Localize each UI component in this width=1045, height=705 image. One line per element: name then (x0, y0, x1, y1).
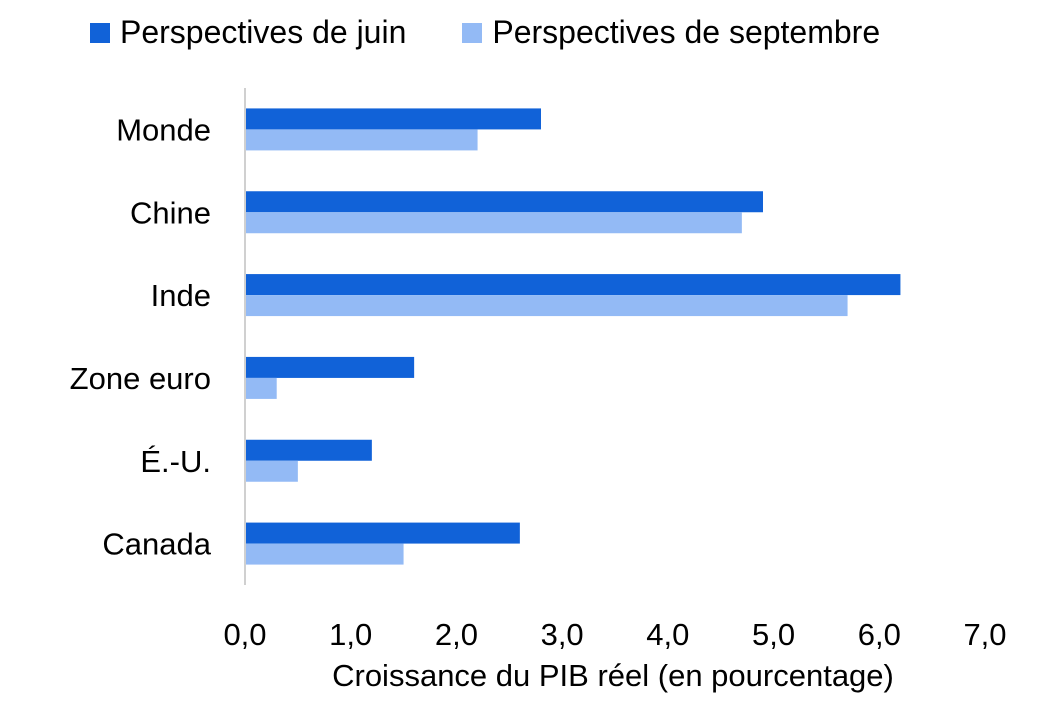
x-tick-label: 7,0 (963, 617, 1006, 652)
x-tick-label: 1,0 (329, 617, 372, 652)
bar-june-2 (245, 274, 901, 296)
legend-item-september: Perspectives de septembre (462, 14, 880, 51)
legend: Perspectives de juin Perspectives de sep… (90, 14, 936, 51)
legend-item-june: Perspectives de juin (90, 14, 406, 51)
x-tick-label: 6,0 (858, 617, 901, 652)
category-label: Monde (116, 112, 211, 147)
category-labels: Monde Chine Inde Zone euro É.-U. Canada (70, 112, 212, 561)
x-tick-label: 0,0 (223, 617, 266, 652)
bar-june-0 (245, 108, 541, 130)
bar-june-5 (245, 522, 520, 544)
x-tick-label: 2,0 (435, 617, 478, 652)
bar-june-1 (245, 191, 763, 213)
bar-september-4 (245, 460, 298, 482)
category-label: É.-U. (140, 444, 211, 479)
bar-june-3 (245, 356, 415, 378)
legend-swatch-september (462, 22, 483, 43)
legend-swatch-june (90, 22, 110, 43)
bar-september-2 (245, 295, 848, 317)
category-label: Chine (130, 195, 211, 230)
category-label: Inde (151, 278, 211, 313)
x-tick-label: 5,0 (752, 617, 795, 652)
bar-september-1 (245, 212, 742, 234)
x-tick-label: 3,0 (541, 617, 584, 652)
x-axis-title: Croissance du PIB réel (en pourcentage) (332, 658, 894, 693)
legend-label-september: Perspectives de septembre (492, 14, 881, 50)
bars-group (245, 108, 901, 565)
x-tick-label: 4,0 (646, 617, 689, 652)
legend-label-june: Perspectives de juin (120, 14, 407, 50)
category-label: Canada (102, 527, 211, 562)
bar-june-4 (245, 439, 372, 461)
bar-september-3 (245, 377, 277, 399)
category-label: Zone euro (70, 361, 211, 396)
x-tick-labels: 0,0 1,0 2,0 3,0 4,0 5,0 6,0 7,0 (223, 617, 1006, 652)
bar-september-5 (245, 543, 404, 565)
bar-september-0 (245, 129, 478, 151)
